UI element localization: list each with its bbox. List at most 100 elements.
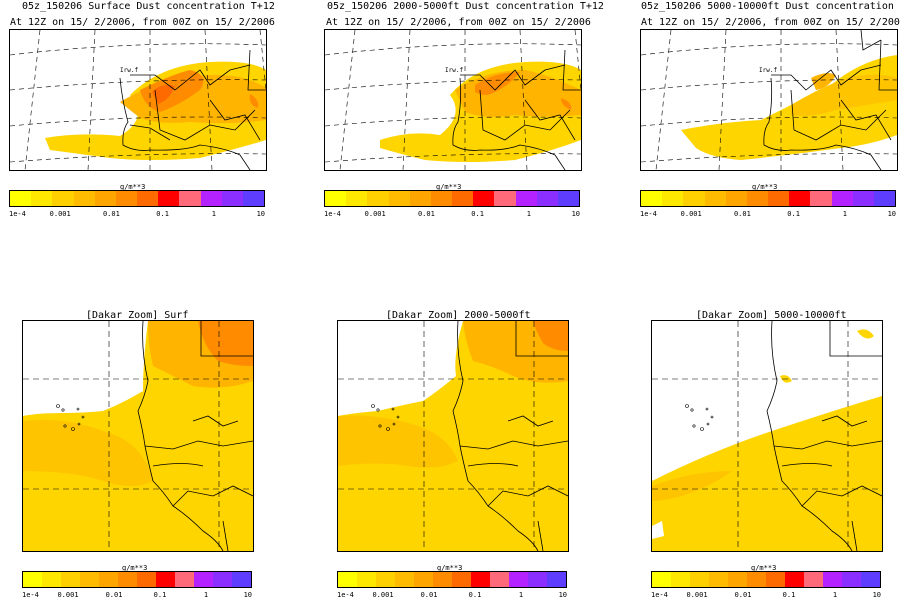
colorbar-tick-label: 1 [203,591,209,599]
colorbar-tick-label: 0.1 [156,210,169,218]
colorbar-swatch [52,191,74,206]
colorbar-swatch [515,191,537,206]
colorbar-swatch [433,572,452,587]
colorbar-swatch [842,572,861,587]
colorbar-swatch [746,191,769,206]
colorbar-swatch [137,572,156,587]
colorbar-tick-label: 1e-4 [9,210,26,218]
colorbar-tick-label: 0.01 [102,210,120,218]
colorbar-unit: g/m**3 [437,564,463,572]
colorbar-tick-label: 1e-4 [324,210,341,218]
colorbar-tick-label: 0.01 [420,591,438,599]
colorbar-swatch [156,572,175,587]
colorbar-swatch [80,572,99,587]
colorbar-swatch [852,191,874,206]
panel-title: [Dakar Zoom] Surf [86,310,189,321]
colorbar [22,571,252,588]
region-label: Irw.f [120,67,139,74]
colorbar-unit: g/m**3 [120,183,146,191]
colorbar-tick-label: 0.01 [733,210,751,218]
dust-map: Irw.f [640,29,898,171]
colorbar-swatch [557,191,580,206]
colorbar-tick-label: 10 [571,210,580,218]
colorbar-swatch [10,191,32,206]
colorbar-tick-label: 0.1 [782,591,796,599]
colorbar-tick-label: 1e-4 [640,210,657,218]
colorbar-swatch [747,572,766,587]
colorbar-swatch [861,572,880,587]
colorbar-unit: g/m**3 [752,183,778,191]
colorbar-swatch [766,572,785,587]
colorbar-swatch [831,191,853,206]
colorbar-swatch [473,191,495,206]
colorbar-swatch [641,191,663,206]
colorbar-tick-label: 1e-4 [337,591,354,599]
colorbar-tick-label: 0.1 [468,591,482,599]
colorbar-swatch [42,572,61,587]
panel-subtitle: At 12Z on 15/ 2/2006, from 00Z on 15/ 2/… [641,17,900,28]
colorbar-swatch [194,572,213,587]
colorbar-tick-label: 1 [842,210,847,218]
colorbar-swatch [547,572,566,587]
colorbar-swatch [704,191,726,206]
panel-title: 05z_150206 5000-10000ft Dust concentrati… [641,1,900,12]
panel-title: [Dakar Zoom] 2000-5000ft [386,310,531,321]
colorbar-ticks: 1e-4 0.001 0.01 0.1 1 10 [324,210,580,220]
colorbar-swatch [73,191,95,206]
colorbar-unit: g/m**3 [436,183,462,191]
dust-map: Irw.f [324,29,582,171]
colorbar-unit: g/m**3 [122,564,148,572]
colorbar-tick-label: 0.001 [686,591,708,599]
colorbar-swatch [23,572,42,587]
colorbar-swatch [213,572,232,587]
colorbar [324,190,580,207]
colorbar-swatch [61,572,80,587]
colorbar-tick-label: 0.1 [471,210,484,218]
colorbar-tick-label: 10 [243,591,252,599]
colorbar-swatch [709,572,728,587]
colorbar-swatch [728,572,747,587]
colorbar-swatch [395,572,414,587]
colorbar-swatch [671,572,690,587]
colorbar [9,190,265,207]
colorbar-unit: g/m**3 [751,564,777,572]
panel-subtitle: At 12Z on 15/ 2/2006, from 00Z on 15/ 2/… [326,17,591,28]
colorbar-swatch [31,191,53,206]
colorbar-swatch [94,191,116,206]
colorbar-swatch [662,191,684,206]
colorbar-swatch [325,191,347,206]
colorbar-swatch [804,572,823,587]
colorbar-swatch [414,572,433,587]
colorbar-swatch [652,572,671,587]
colorbar-swatch [376,572,395,587]
colorbar-ticks: 1e-4 0.001 0.01 0.1 1 10 [651,591,881,601]
colorbar [640,190,896,207]
panel-title: 05z_150206 Surface Dust concentration T+… [22,1,275,12]
colorbar-swatch [509,572,528,587]
dust-map [22,320,254,552]
colorbar-swatch [494,191,516,206]
colorbar-tick-label: 0.01 [105,591,123,599]
colorbar-swatch [232,572,251,587]
dust-map: Irw.f [9,29,267,171]
colorbar-tick-label: 10 [872,591,881,599]
colorbar-ticks: 1e-4 0.001 0.01 0.1 1 10 [337,591,567,601]
panel-title: 05z_150206 2000-5000ft Dust concentratio… [327,1,604,12]
colorbar-swatch [200,191,222,206]
colorbar-swatch [490,572,509,587]
colorbar-swatch [346,191,368,206]
colorbar-ticks: 1e-4 0.001 0.01 0.1 1 10 [22,591,252,601]
colorbar-swatch [528,572,547,587]
colorbar-tick-label: 0.001 [364,210,386,218]
colorbar-tick-label: 0.01 [417,210,435,218]
colorbar-swatch [430,191,453,206]
colorbar-swatch [367,191,389,206]
colorbar-swatch [683,191,705,206]
panel-title: [Dakar Zoom] 5000-10000ft [696,310,847,321]
colorbar-swatch [388,191,410,206]
colorbar-swatch [873,191,896,206]
colorbar-tick-label: 1 [518,591,524,599]
dust-map [651,320,883,552]
colorbar-ticks: 1e-4 0.001 0.01 0.1 1 10 [640,210,896,220]
colorbar-tick-label: 0.1 [153,591,167,599]
